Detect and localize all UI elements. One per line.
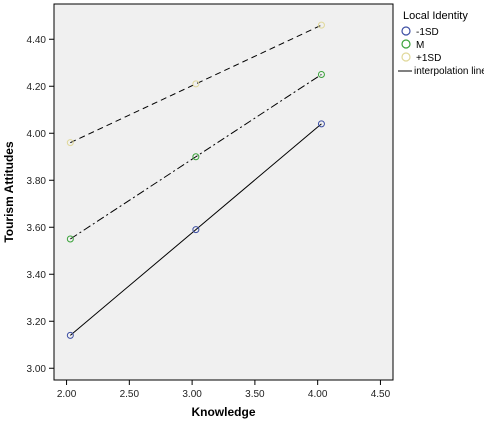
legend-interpolation-label: interpolation line (414, 66, 484, 77)
legend-marker (401, 52, 411, 62)
x-tick-label: 3.50 (245, 389, 265, 400)
x-tick-label: 4.00 (308, 389, 328, 400)
y-tick-label: 3.60 (27, 223, 47, 234)
legend-label: +1SD (416, 53, 441, 64)
axis-layer: 3.00 3.20 3.40 3.60 3.80 4.00 4.20 4.40 2.00 2.50… (27, 35, 391, 400)
x-tick-label: 2.50 (120, 389, 140, 400)
data-point (66, 331, 74, 339)
data-point (317, 21, 325, 29)
data-point (317, 120, 325, 128)
legend-title: Local Identity (403, 10, 468, 22)
data-point (66, 235, 74, 243)
data-point (317, 71, 325, 78)
x-tick-label: 4.50 (371, 389, 391, 400)
y-tick-label: 4.20 (27, 82, 47, 93)
plot-area (53, 3, 394, 381)
legend: Local Identity -1SD M +1SD interpolation l… (398, 10, 484, 77)
data-point (66, 139, 74, 147)
data-point (192, 153, 200, 161)
legend-items: -1SD M +1SD (401, 26, 441, 64)
y-tick-label: 3.00 (27, 364, 47, 375)
y-tick-label: 3.80 (27, 176, 47, 187)
y-tick-label: 3.20 (27, 317, 47, 328)
y-tick-label: 4.40 (27, 35, 47, 46)
legend-marker (401, 39, 411, 49)
series-line-1 (70, 74, 322, 240)
data-point (192, 80, 200, 88)
x-tick-label: 2.00 (57, 389, 77, 400)
data-point (192, 226, 200, 234)
y-tick-label: 4.00 (27, 129, 47, 140)
legend-label: M (416, 40, 424, 51)
x-tick-label: 3.00 (182, 389, 202, 400)
series-line-2 (70, 24, 322, 144)
legend-marker (401, 26, 411, 36)
series-layer (66, 21, 325, 339)
series-line-0 (70, 123, 322, 336)
y-axis-title: Tourism Attitudes (2, 141, 16, 243)
legend-label: -1SD (416, 27, 439, 38)
x-axis-title: Knowledge (191, 405, 255, 419)
y-tick-label: 3.40 (27, 270, 47, 281)
